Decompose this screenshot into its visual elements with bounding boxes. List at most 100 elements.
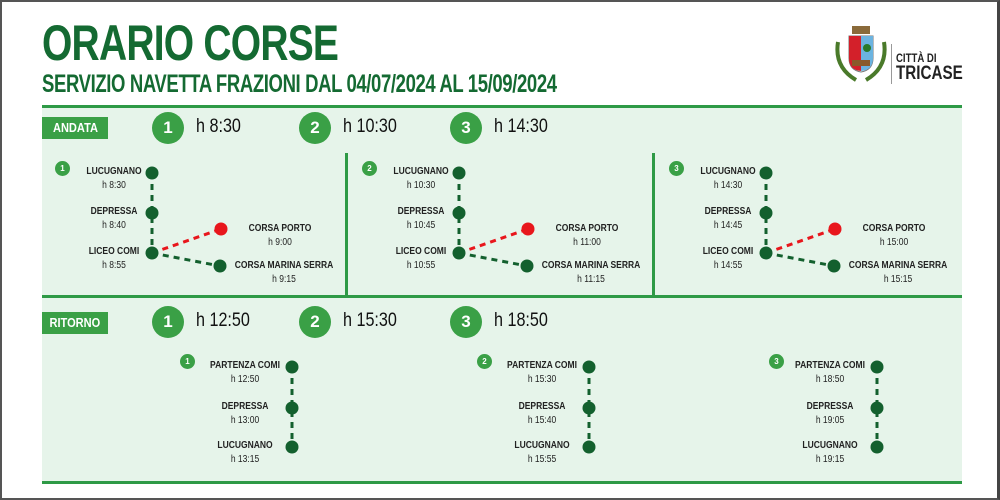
stop-time: h 11:00 [573, 237, 601, 248]
stop-name: LUCUGNANO [514, 440, 570, 451]
porto-route-line [458, 227, 529, 255]
stop-time: h 10:55 [406, 260, 436, 271]
stop-time: h 14:55 [713, 260, 743, 271]
stop-dot [870, 440, 884, 454]
andata-label: ANDATA [42, 117, 108, 139]
stop-label: PARTENZA COMI h 12:50 [186, 359, 305, 387]
stop-label: LUCUGNANO h 10:30 [362, 165, 481, 193]
stop-time: h 19:05 [815, 415, 845, 426]
stop-time: h 15:00 [879, 237, 909, 248]
stop-name: LICEO COMI [88, 246, 140, 257]
page-title: ORARIO CORSE [42, 15, 339, 71]
porto-route-line [151, 227, 222, 255]
stop-name: DEPRESSA [90, 206, 138, 217]
stop-time: h 15:40 [527, 415, 557, 426]
porto-label: CORSA PORTO h 11:00 [528, 222, 647, 250]
stop-name: LUCUGNANO [700, 166, 756, 177]
andata-run-3-time: h 14:30 [494, 116, 548, 137]
stop-time: h 10:45 [406, 220, 436, 231]
city-name: CITTÀ DI TRICASE [896, 51, 963, 84]
stop-label: DEPRESSA h 13:00 [186, 400, 305, 428]
stop-time: h 8:30 [102, 180, 126, 191]
stop-name: LUCUGNANO [86, 166, 142, 177]
stop-name: DEPRESSA [806, 401, 854, 412]
logo-separator [891, 44, 892, 84]
stop-label: LICEO COMI h 8:55 [55, 245, 174, 273]
ritorno-diagram-1-badge: 1 [180, 354, 195, 369]
stop-name: PARTENZA COMI [210, 360, 280, 371]
andata-run-2-time: h 10:30 [343, 116, 397, 137]
stop-name: DEPRESSA [518, 401, 566, 412]
ritorno-label-text: RITORNO [49, 315, 101, 330]
andata-label-text: ANDATA [52, 120, 98, 135]
stop-name: LUCUGNANO [393, 166, 449, 177]
stop-dot [285, 440, 299, 454]
porto-dot [828, 222, 842, 236]
stop-dot [582, 360, 596, 374]
city-line1: CITTÀ DI [896, 51, 937, 65]
stop-time: h 10:30 [406, 180, 436, 191]
stop-dot [145, 166, 159, 180]
ritorno-run-2-number: 2 [299, 306, 331, 338]
stop-dot [285, 401, 299, 415]
andata-run-2-number: 2 [299, 112, 331, 144]
stop-name: LUCUGNANO [802, 440, 858, 451]
stop-dot [759, 246, 773, 260]
andata-run-1-number: 1 [152, 112, 184, 144]
stop-dot [582, 401, 596, 415]
stop-time: h 9:15 [272, 274, 296, 285]
stop-time: h 12:50 [230, 374, 260, 385]
stop-name: LICEO COMI [395, 246, 447, 257]
stop-label: DEPRESSA h 10:45 [362, 205, 481, 233]
stop-label: DEPRESSA h 8:40 [55, 205, 174, 233]
stop-time: h 18:50 [815, 374, 845, 385]
column-divider [345, 153, 348, 295]
stop-dot [870, 401, 884, 415]
stop-label: PARTENZA COMI h 18:50 [771, 359, 890, 387]
porto-dot [214, 222, 228, 236]
stop-name: DEPRESSA [221, 401, 269, 412]
stop-dot [452, 246, 466, 260]
section-divider [42, 295, 962, 298]
porto-route-line [765, 227, 836, 255]
ritorno-run-1-time: h 12:50 [196, 310, 250, 331]
stop-time: h 13:00 [230, 415, 260, 426]
ritorno-run-1-number: 1 [152, 306, 184, 338]
stop-name: LUCUGNANO [217, 440, 273, 451]
stop-time: h 8:55 [102, 260, 126, 271]
porto-label: CORSA PORTO h 15:00 [835, 222, 954, 250]
stop-name: LICEO COMI [702, 246, 754, 257]
marina-label: CORSA MARINA SERRA h 11:15 [532, 259, 651, 287]
marina-route-line [151, 251, 221, 268]
stop-name: PARTENZA COMI [507, 360, 577, 371]
stop-dot [452, 206, 466, 220]
marina-route-line [458, 251, 528, 268]
stop-time: h 14:45 [713, 220, 743, 231]
ritorno-run-2-time: h 15:30 [343, 310, 397, 331]
stop-name: DEPRESSA [397, 206, 445, 217]
schedule-panel [42, 105, 962, 484]
marina-dot [213, 259, 227, 273]
stop-time: h 9:00 [268, 237, 292, 248]
stop-dot [452, 166, 466, 180]
stop-time: h 15:15 [883, 274, 913, 285]
stop-time: h 13:15 [230, 454, 260, 465]
stop-label: LUCUGNANO h 8:30 [55, 165, 174, 193]
ritorno-diagram-3-badge: 3 [769, 354, 784, 369]
coat-of-arms-icon [835, 26, 887, 82]
stop-time: h 14:30 [713, 180, 743, 191]
stop-label: LICEO COMI h 14:55 [669, 245, 788, 273]
stop-name: CORSA PORTO [555, 223, 619, 234]
porto-label: CORSA PORTO h 9:00 [221, 222, 340, 250]
marina-label: CORSA MARINA SERRA h 15:15 [839, 259, 958, 287]
page-subtitle: SERVIZIO NAVETTA FRAZIONI DAL 04/07/2024… [42, 70, 557, 98]
stop-dot [145, 246, 159, 260]
porto-dot [521, 222, 535, 236]
stop-label: DEPRESSA h 19:05 [771, 400, 890, 428]
stop-name: DEPRESSA [704, 206, 752, 217]
stop-name: CORSA MARINA SERRA [541, 260, 641, 271]
stop-label: DEPRESSA h 14:45 [669, 205, 788, 233]
stop-dot [759, 166, 773, 180]
marina-label: CORSA MARINA SERRA h 9:15 [225, 259, 344, 287]
